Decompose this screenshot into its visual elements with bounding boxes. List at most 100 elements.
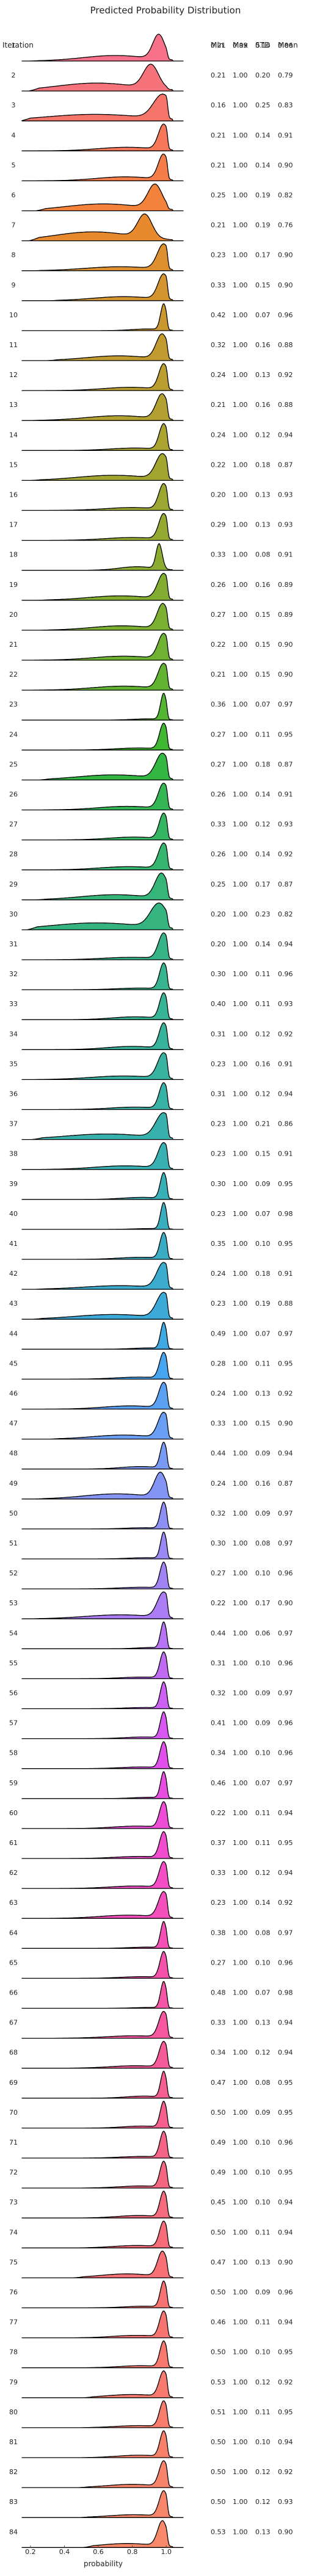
ridge-row-10: 10 0.42 1.00 0.07 0.96	[9, 303, 293, 331]
stat-mean-value: 0.94	[278, 2198, 293, 2206]
ridge-density-66	[21, 1981, 184, 2009]
stat-std-value: 0.16	[255, 41, 271, 49]
iteration-label: 55	[9, 1659, 18, 1667]
ridge-row-51: 51 0.30 1.00 0.08 0.97	[9, 1531, 293, 1560]
ridge-density-41	[21, 1232, 184, 1260]
ridge-row-13: 13 0.21 1.00 0.16 0.88	[9, 393, 293, 421]
stat-std-value: 0.19	[255, 1300, 271, 1308]
ridge-row-27: 27 0.33 1.00 0.12 0.93	[9, 812, 293, 841]
ridge-row-50: 50 0.32 1.00 0.09 0.97	[9, 1502, 293, 1530]
stat-std-value: 0.12	[255, 2468, 271, 2476]
stat-max-value: 1.00	[233, 161, 248, 169]
ridge-row-61: 61 0.37 1.00 0.11 0.95	[9, 1831, 293, 1859]
stat-std-value: 0.10	[255, 2168, 271, 2176]
iteration-label: 27	[9, 821, 18, 829]
ridge-density-49	[21, 1472, 184, 1500]
stat-max-value: 1.00	[233, 1329, 248, 1337]
ridge-row-11: 11 0.32 1.00 0.16 0.88	[9, 333, 293, 361]
iteration-label: 74	[9, 2228, 18, 2236]
stat-mean-value: 0.90	[278, 1420, 293, 1428]
stat-header-mean: Mean	[278, 41, 298, 49]
stat-max-value: 1.00	[233, 2498, 248, 2506]
stat-max-value: 1.00	[233, 2019, 248, 2027]
stat-mean-value: 0.97	[278, 1689, 293, 1697]
stat-std-value: 0.14	[255, 791, 271, 799]
ridge-row-53: 53 0.22 1.00 0.17 0.90	[9, 1591, 293, 1619]
stat-min-value: 0.46	[211, 2319, 226, 2326]
stat-min-value: 0.30	[211, 1539, 226, 1547]
stat-min-value: 0.45	[211, 2198, 226, 2206]
ridge-row-72: 72 0.49 1.00 0.10 0.95	[9, 2160, 293, 2189]
stat-max-value: 1.00	[233, 671, 248, 678]
stat-mean-value: 0.88	[278, 401, 293, 409]
stat-min-value: 0.20	[211, 491, 226, 499]
iteration-label: 43	[9, 1300, 18, 1308]
ridge-row-77: 77 0.46 1.00 0.11 0.94	[9, 2310, 293, 2339]
iteration-label: 22	[9, 671, 18, 678]
ridge-row-54: 54 0.44 1.00 0.06 0.97	[9, 1621, 293, 1649]
ridge-density-20	[21, 603, 184, 631]
stat-max-value: 1.00	[233, 2139, 248, 2146]
ridge-density-72	[21, 2160, 184, 2189]
ridge-row-42: 42 0.24 1.00 0.18 0.91	[9, 1262, 293, 1290]
ridge-density-75	[21, 2250, 184, 2279]
stat-mean-value: 0.92	[278, 371, 293, 379]
stat-max-value: 1.00	[233, 1719, 248, 1727]
stat-max-value: 1.00	[233, 581, 248, 589]
iteration-label: 81	[9, 2438, 18, 2446]
stat-max-value: 1.00	[233, 2528, 248, 2536]
stat-std-value: 0.08	[255, 551, 271, 559]
ridge-row-34: 34 0.31 1.00 0.12 0.92	[9, 1022, 293, 1050]
stat-mean-value: 0.92	[278, 851, 293, 858]
stat-max-value: 1.00	[233, 401, 248, 409]
stat-max-value: 1.00	[233, 1030, 248, 1038]
stat-mean-value: 0.95	[278, 2168, 293, 2176]
stat-std-value: 0.10	[255, 1749, 271, 1757]
stat-max-value: 1.00	[233, 821, 248, 829]
ridge-density-44	[21, 1322, 184, 1350]
stat-max-value: 0.99	[233, 41, 248, 49]
stat-mean-value: 0.96	[278, 311, 293, 319]
stat-std-value: 0.08	[255, 1929, 271, 1937]
stat-std-value: 0.09	[255, 2109, 271, 2117]
stat-min-value: 0.21	[211, 71, 226, 79]
stat-mean-value: 0.91	[278, 1270, 293, 1278]
stat-max-value: 1.00	[233, 1180, 248, 1188]
stat-headers: Min Max STD Mean	[211, 41, 298, 49]
iteration-label: 40	[9, 1210, 18, 1218]
stat-mean-value: 0.95	[278, 2079, 293, 2087]
stat-max-value: 1.00	[233, 1869, 248, 1877]
stat-mean-value: 0.88	[278, 341, 293, 349]
stat-mean-value: 0.91	[278, 1060, 293, 1068]
stat-min-value: 0.22	[211, 641, 226, 649]
stat-min-value: 0.49	[211, 2168, 226, 2176]
stat-std-value: 0.09	[255, 1180, 271, 1188]
stat-std-value: 0.16	[255, 1480, 271, 1488]
iteration-label: 30	[9, 910, 18, 918]
ridge-density-39	[21, 1172, 184, 1200]
stat-std-value: 0.16	[255, 401, 271, 409]
stat-min-value: 0.33	[211, 551, 226, 559]
stat-max-value: 1.00	[233, 2289, 248, 2297]
ridge-density-11	[21, 333, 184, 361]
ridge-density-12	[21, 363, 184, 391]
iteration-label: 77	[9, 2319, 18, 2326]
stat-min-value: 0.24	[211, 371, 226, 379]
stat-min-value: 0.33	[211, 281, 226, 289]
ridge-density-24	[21, 722, 184, 750]
stat-min-value: 0.31	[211, 1090, 226, 1098]
stat-min-value: 0.23	[211, 1120, 226, 1128]
stat-mean-value: 0.90	[278, 641, 293, 649]
iteration-label: 58	[9, 1749, 18, 1757]
ridge-density-34	[21, 1022, 184, 1050]
ridge-density-7	[21, 213, 184, 242]
stat-max-value: 1.00	[233, 1300, 248, 1308]
iteration-label: 84	[9, 2528, 18, 2536]
stat-max-value: 1.00	[233, 2408, 248, 2416]
stat-min-value: 0.37	[211, 1839, 226, 1847]
iteration-label: 67	[9, 2019, 18, 2027]
stat-max-value: 1.00	[233, 1959, 248, 1966]
ridge-density-5	[21, 153, 184, 182]
ridge-row-76: 76 0.50 1.00 0.09 0.96	[9, 2280, 293, 2309]
iteration-label: 24	[9, 730, 18, 738]
